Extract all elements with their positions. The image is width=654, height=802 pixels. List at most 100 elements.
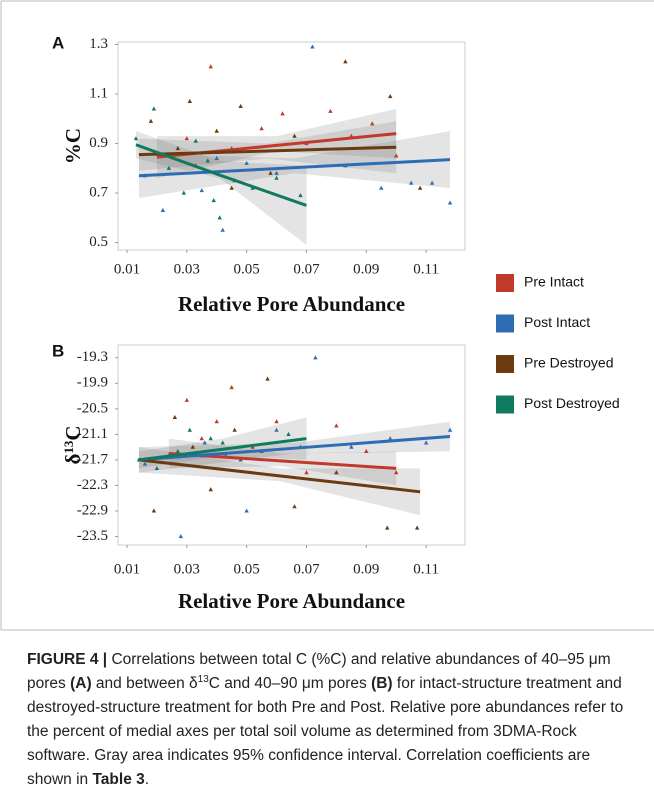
fit-line — [138, 437, 307, 462]
caption-ref: (A) — [70, 675, 92, 692]
point — [370, 121, 375, 126]
point — [280, 111, 285, 116]
point — [229, 185, 234, 190]
x-axis-label: Relative Pore Abundance — [178, 292, 405, 316]
point — [349, 444, 354, 449]
point — [286, 431, 291, 436]
y-tick-label: -19.3 — [77, 349, 108, 365]
point — [268, 170, 273, 175]
caption-text: C and 40–90 μm pores — [208, 675, 372, 692]
point — [211, 197, 216, 203]
confidence-band — [138, 447, 421, 516]
y-tick-label: -23.5 — [77, 528, 108, 544]
point — [178, 533, 184, 539]
point — [423, 440, 429, 445]
point — [208, 487, 213, 492]
y-axis-label-part: 13 — [61, 440, 76, 454]
point — [364, 448, 369, 453]
point — [133, 136, 139, 141]
point — [184, 397, 190, 402]
legend-label: Pre Destroyed — [524, 355, 613, 371]
point — [429, 180, 435, 185]
point — [214, 419, 219, 424]
point — [151, 508, 157, 513]
y-tick-label: 0.5 — [89, 234, 108, 250]
point — [388, 93, 393, 99]
fit-line — [138, 158, 451, 178]
point — [232, 427, 237, 432]
caption-ref: (B) — [371, 675, 393, 692]
point — [298, 193, 303, 198]
x-tick-label: 0.05 — [234, 261, 260, 277]
legend-label: Post Intact — [524, 314, 590, 330]
point — [393, 153, 399, 158]
point — [304, 470, 309, 475]
point — [265, 376, 270, 381]
x-tick-label: 0.01 — [114, 561, 140, 577]
x-tick-label: 0.01 — [114, 261, 140, 277]
point — [292, 504, 297, 509]
point — [334, 423, 339, 428]
panel-label: B — [52, 341, 64, 360]
caption-text: for intact-structure treatment and destr… — [27, 675, 624, 788]
point — [202, 440, 207, 445]
y-tick-label: 1.3 — [89, 36, 108, 52]
point — [274, 427, 279, 432]
point — [417, 185, 423, 190]
y-tick-label: -20.5 — [77, 400, 108, 416]
y-tick-label: -21.7 — [77, 451, 109, 467]
x-tick-label: 0.11 — [413, 261, 439, 277]
point — [187, 427, 192, 432]
point — [214, 128, 219, 133]
y-tick-label: -22.3 — [77, 477, 108, 493]
point — [208, 436, 213, 441]
y-tick-label: -21.1 — [77, 426, 108, 442]
point — [166, 165, 172, 170]
point — [244, 508, 249, 513]
point — [379, 185, 384, 190]
point — [393, 470, 399, 475]
x-tick-label: 0.03 — [174, 261, 200, 277]
point — [447, 200, 453, 205]
point — [220, 440, 225, 445]
y-axis-label: δ13C — [61, 425, 86, 464]
point — [414, 525, 420, 530]
x-tick-label: 0.05 — [234, 561, 260, 577]
point — [217, 215, 222, 220]
point — [274, 170, 279, 175]
legend-swatch — [496, 274, 514, 292]
x-tick-label: 0.07 — [293, 261, 320, 277]
point — [447, 427, 453, 432]
point — [343, 59, 348, 64]
caption-table: Table 3 — [92, 771, 145, 788]
fit-line — [138, 145, 397, 157]
point — [214, 155, 219, 160]
fit-line — [135, 143, 307, 207]
panel-label: A — [52, 33, 64, 52]
point — [148, 118, 154, 123]
caption: FIGURE 4 | Correlations between total C … — [27, 648, 637, 792]
point — [175, 145, 181, 151]
point — [154, 465, 160, 471]
caption-sup: 13 — [197, 673, 209, 685]
point — [199, 188, 204, 193]
point — [190, 444, 195, 449]
caption-text: . — [144, 771, 150, 788]
confidence-band — [156, 108, 397, 179]
point — [313, 355, 318, 360]
legend-swatch — [496, 314, 514, 333]
point — [205, 158, 210, 163]
point — [181, 190, 187, 195]
point — [238, 103, 243, 108]
point — [244, 160, 249, 165]
point — [187, 98, 192, 104]
point — [259, 126, 264, 131]
point — [334, 470, 339, 475]
legend-label: Post Destroyed — [524, 395, 620, 411]
point — [408, 180, 414, 185]
point — [175, 448, 181, 453]
legend-swatch — [496, 395, 514, 414]
y-tick-label: 1.1 — [89, 85, 108, 101]
y-tick-label: -19.9 — [77, 375, 108, 391]
